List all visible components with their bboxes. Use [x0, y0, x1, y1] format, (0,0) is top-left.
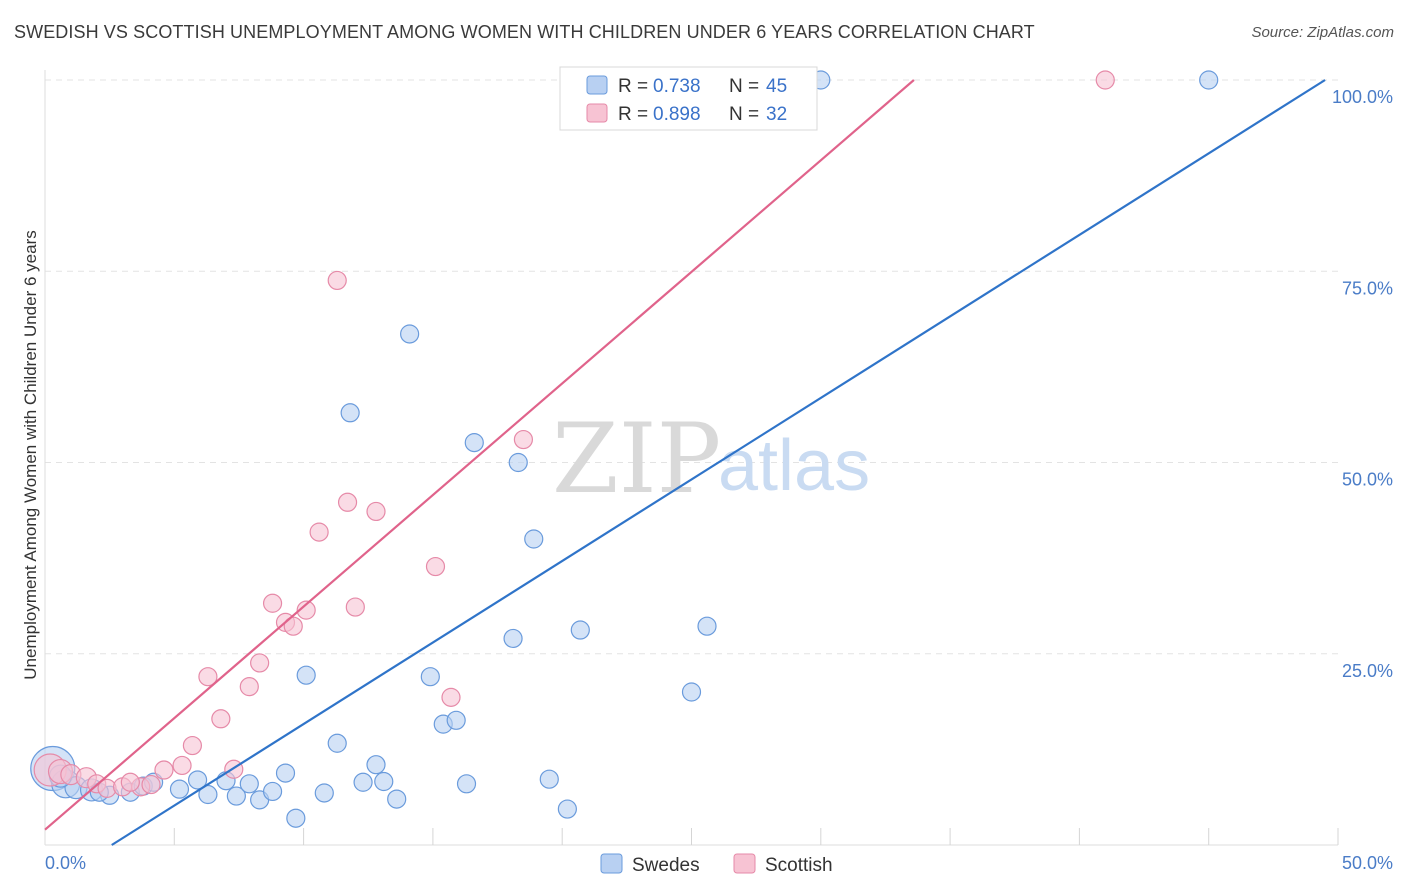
- swedes-point-42: [1199, 70, 1219, 90]
- swedes-point-22: [353, 772, 373, 792]
- y-tick-label-1: 75.0%: [1342, 278, 1393, 298]
- swedes-point-21: [340, 403, 360, 423]
- scottish-point-8: [141, 774, 161, 795]
- scottish-point-9: [154, 760, 174, 780]
- y-tick-label-3: 25.0%: [1342, 661, 1393, 681]
- swedes-point-32: [503, 628, 523, 649]
- scottish-point-22: [327, 270, 347, 291]
- scottish-point-26: [425, 556, 446, 577]
- x-ticks: [173, 828, 1339, 845]
- swedes-point-24: [374, 771, 394, 792]
- scottish-point-23: [337, 492, 358, 512]
- swedes-point-23: [366, 755, 386, 775]
- scottish-point-12: [198, 667, 218, 687]
- swedes-point-37: [570, 620, 590, 640]
- swedes-point-29: [446, 710, 466, 730]
- swedes-point-17: [286, 808, 306, 828]
- chart-title: SWEDISH VS SCOTTISH UNEMPLOYMENT AMONG W…: [14, 22, 1035, 42]
- swedes-point-39: [697, 616, 717, 636]
- scottish-point-21: [309, 522, 329, 542]
- scottish-point-27: [441, 687, 461, 707]
- y-tick-label-0: 100.0%: [1332, 87, 1393, 107]
- swedes-n-value: 45: [766, 76, 787, 97]
- swedes-point-8: [169, 779, 190, 799]
- bottom-legend: Swedes Scottish: [600, 853, 833, 876]
- scottish-n-value: 32: [766, 104, 787, 125]
- swedes-point-18: [296, 665, 316, 685]
- swedes-r-value: 0.738: [653, 76, 701, 97]
- scottish-point-31: [120, 772, 140, 792]
- scottish-point-16: [250, 653, 270, 673]
- watermark-atlas: atlas: [718, 426, 870, 506]
- swedes-point-16: [275, 763, 296, 783]
- source-credit: Source: ZipAtlas.com: [1251, 24, 1394, 41]
- swedes-r-label: R =: [618, 76, 648, 97]
- watermark-zip: ZIP: [552, 403, 721, 515]
- y-tick-label-2: 50.0%: [1342, 470, 1393, 490]
- swedes-point-19: [314, 783, 334, 803]
- trendlines: [44, 79, 1326, 846]
- gridlines: [45, 79, 1338, 655]
- scottish-point-17: [262, 593, 283, 613]
- scottish-point-20: [296, 600, 316, 620]
- scottish-point-25: [366, 501, 386, 522]
- swedes-point-26: [400, 324, 420, 344]
- swedes-n-label: N =: [729, 76, 759, 97]
- scottish-point-10: [172, 755, 192, 776]
- swedes-point-30: [456, 774, 477, 794]
- scottish-points: [33, 70, 1115, 798]
- scottish-bottom-swatch: [733, 853, 756, 874]
- swedes-bottom-label: Swedes: [632, 855, 700, 876]
- scottish-trendline: [44, 79, 915, 831]
- scottish-bottom-label: Scottish: [765, 855, 833, 876]
- scottish-point-13: [211, 709, 231, 729]
- y-axis-label: Unemployment Among Women with Children U…: [21, 230, 40, 679]
- swedes-legend-swatch: [586, 75, 608, 95]
- swedes-point-12: [226, 786, 246, 806]
- scottish-point-11: [182, 735, 203, 756]
- swedes-point-20: [327, 733, 347, 753]
- scottish-point-19: [283, 616, 303, 636]
- scottish-point-15: [239, 677, 259, 697]
- swedes-point-13: [239, 774, 259, 794]
- swedes-point-27: [420, 667, 440, 687]
- swedes-point-38: [681, 682, 702, 702]
- swedes-point-15: [262, 781, 283, 802]
- top-legend: R = 0.738 N = 45 R = 0.898 N = 32: [559, 66, 818, 131]
- scottish-legend-swatch: [586, 103, 608, 123]
- swedes-point-9: [187, 770, 208, 790]
- swedes-point-25: [387, 789, 407, 809]
- swedes-point-31: [464, 433, 484, 453]
- scottish-r-value: 0.898: [653, 104, 701, 125]
- scottish-n-label: N =: [729, 104, 759, 125]
- x-tick-label-min: 0.0%: [45, 853, 86, 873]
- scottish-r-label: R =: [618, 104, 648, 125]
- x-tick-label-max: 50.0%: [1342, 853, 1393, 873]
- scottish-point-24: [345, 597, 365, 617]
- swedes-point-35: [539, 769, 559, 789]
- scottish-point-28: [513, 429, 534, 450]
- swedes-trendline: [111, 79, 1326, 846]
- swedes-point-36: [557, 799, 577, 819]
- swedes-bottom-swatch: [600, 853, 623, 874]
- y-tick-labels: 100.0% 75.0% 50.0% 25.0%: [1332, 87, 1393, 681]
- scottish-point-30: [1095, 70, 1115, 90]
- swedes-point-34: [524, 529, 544, 549]
- swedes-point-33: [508, 452, 528, 473]
